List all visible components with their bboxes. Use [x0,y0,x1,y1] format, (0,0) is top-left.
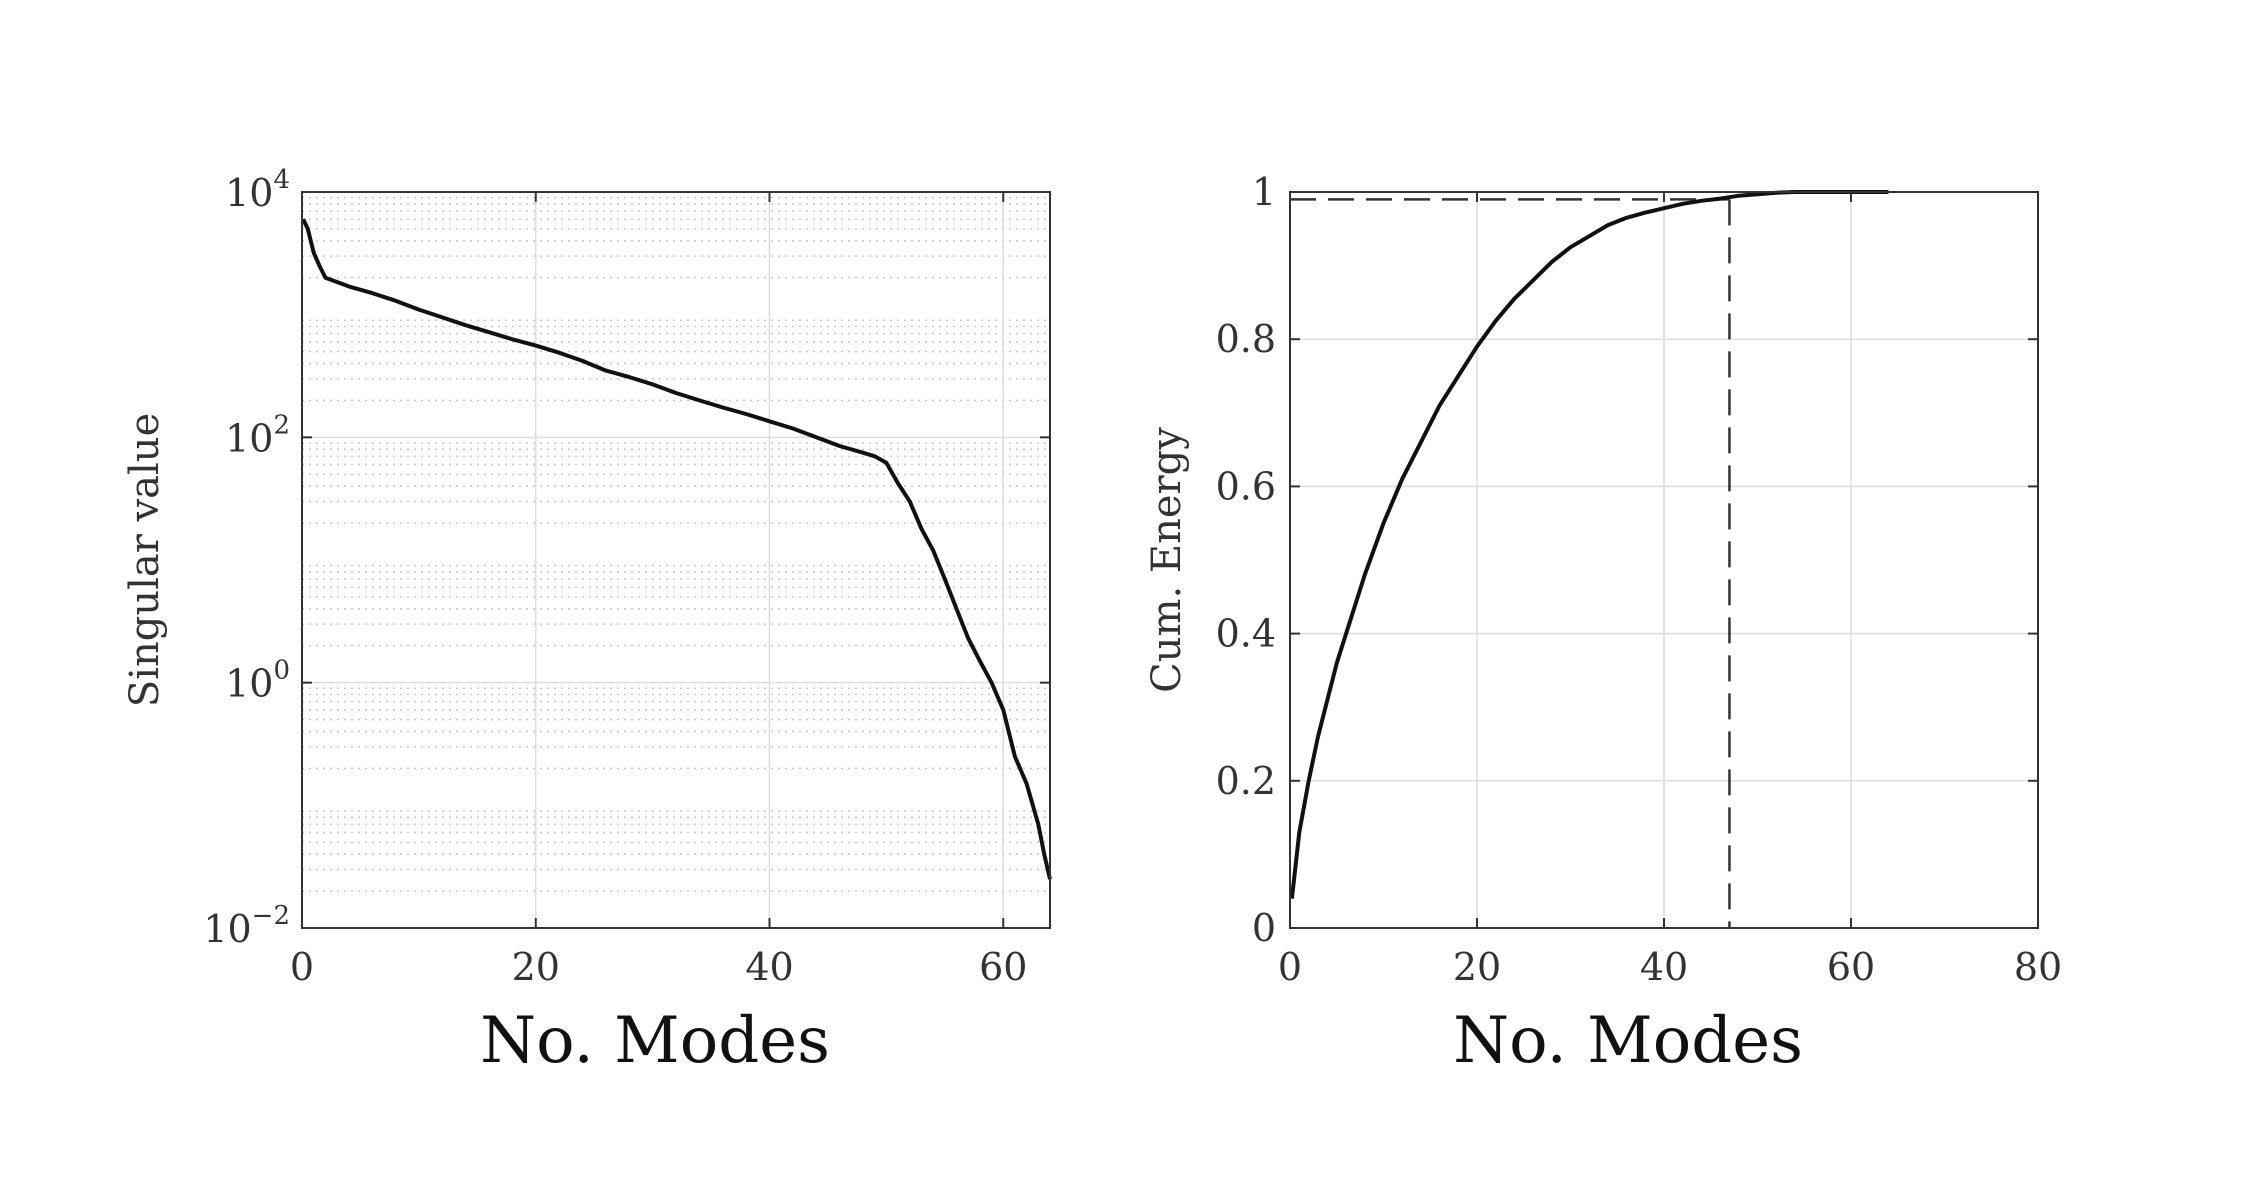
right-y-axis-label: Cum. Energy [1144,427,1190,693]
x-tick-label: 20 [1453,945,1501,989]
y-tick-base: 10 [203,907,251,951]
left-y-axis-label: Singular value [122,413,168,707]
left-series [301,218,1052,880]
y-tick-exponent: 2 [273,410,290,440]
right-x-axis-label: No. Modes [1453,1004,1803,1078]
y-tick-base: 10 [225,662,273,706]
y-tick-exponent: 0 [273,656,290,686]
right-x-tick-labels: 0 20 40 60 80 [1278,945,2062,989]
x-tick-label: 0 [290,945,314,989]
y-tick-exponent: −2 [252,901,290,931]
y-tick-base: 10 [225,171,273,215]
x-tick-label: 0 [1278,945,1302,989]
right-y-tick-labels: 0 0.2 0.4 0.6 0.8 1 [1216,170,1276,950]
x-tick-label: 80 [2014,945,2062,989]
y-tick-label: 0.6 [1216,464,1276,508]
singular-value-line [301,218,1052,880]
y-tick-label: 10−2 [203,901,290,951]
x-tick-label: 40 [1640,945,1688,989]
y-tick-label: 0 [1252,906,1276,950]
y-tick-label: 0.4 [1216,612,1276,656]
y-tick-base: 10 [225,416,273,460]
y-tick-label: 100 [225,656,290,706]
right-threshold-lines [1290,198,1731,928]
y-tick-label: 102 [225,410,290,460]
left-grid [301,191,1050,929]
left-axes-frame [301,191,1051,929]
left-x-axis-label: No. Modes [480,1004,830,1078]
left-x-tick-labels: 0 20 40 60 [290,945,1028,989]
left-tick-marks [301,191,1050,929]
y-tick-label: 0.8 [1216,317,1276,361]
x-tick-label: 60 [979,945,1027,989]
right-tick-marks [1289,191,2039,929]
x-tick-label: 40 [745,945,793,989]
y-tick-label: 0.2 [1216,759,1276,803]
y-tick-label: 1 [1252,170,1276,214]
x-tick-label: 20 [512,945,560,989]
x-tick-label: 60 [1827,945,1875,989]
cumulative-energy-chart: 0 20 40 60 80 0 0.2 0.4 0.6 0.8 1 Cum. Energy No.… [1144,170,2062,1078]
y-tick-label: 104 [225,165,290,215]
y-tick-exponent: 4 [273,165,290,195]
